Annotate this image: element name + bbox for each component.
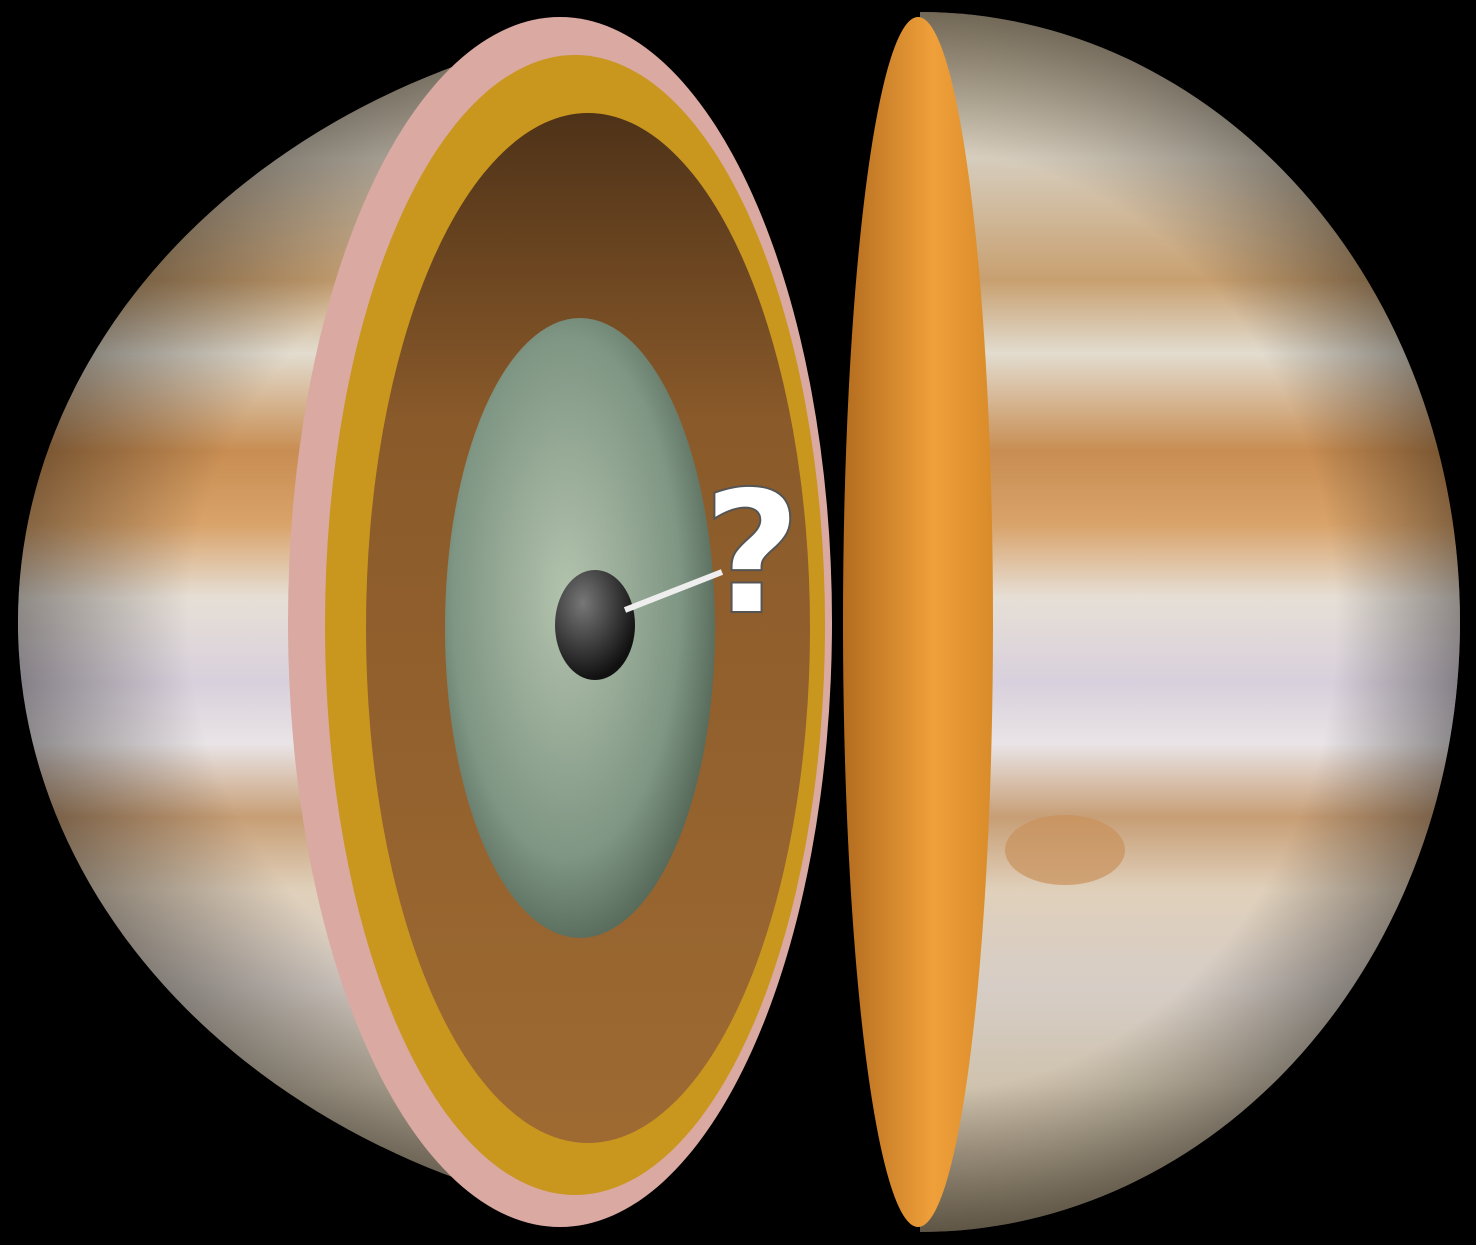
- cut-face: [843, 17, 993, 1227]
- right-hemisphere: [920, 12, 1460, 1232]
- core: [555, 570, 635, 680]
- pointer-line: [623, 569, 724, 613]
- question-mark: ?: [703, 455, 802, 653]
